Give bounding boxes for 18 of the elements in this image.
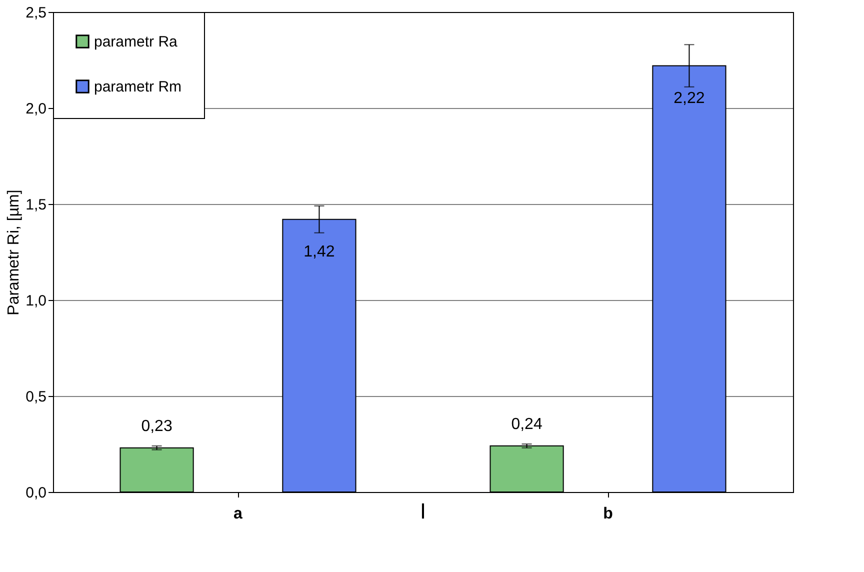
- legend-label: parametr Rm: [94, 78, 182, 96]
- y-tick-label: 1,0: [26, 292, 46, 310]
- x-tick-label: a: [234, 506, 243, 522]
- bar: [490, 445, 564, 492]
- x-tick-label: b: [603, 506, 614, 522]
- y-axis-title: Parametr Ri, [µm]: [6, 190, 23, 316]
- y-tick-label: 2,5: [26, 4, 46, 22]
- legend-label: parametr Ra: [94, 34, 178, 50]
- data-label: 0,24: [511, 416, 542, 433]
- data-label: 2,22: [674, 90, 705, 107]
- y-tick-label: 2,0: [26, 100, 46, 118]
- bar: [120, 447, 194, 492]
- y-tick-label: 0,5: [26, 388, 46, 406]
- data-label: 1,42: [304, 243, 335, 260]
- text: |: [420, 502, 426, 519]
- data-label: 0,23: [141, 418, 172, 435]
- y-tick-label: 1,5: [26, 196, 46, 214]
- y-tick-label: 0,0: [26, 484, 46, 502]
